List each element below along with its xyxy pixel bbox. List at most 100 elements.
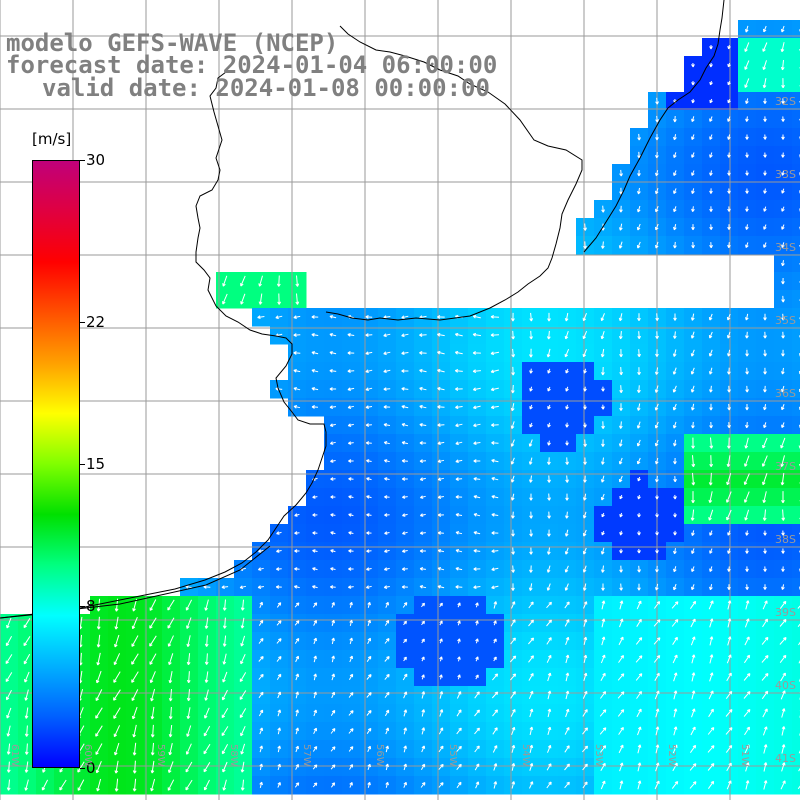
wind-arrow	[419, 404, 427, 409]
wind-arrow	[330, 709, 336, 716]
wind-arrow	[781, 566, 785, 572]
wind-arrow	[114, 760, 119, 774]
wind-arrow	[277, 709, 282, 717]
wind-arrow	[168, 706, 173, 720]
wind-arrow	[655, 494, 659, 500]
wind-arrow	[385, 727, 390, 735]
wind-arrow	[654, 780, 660, 790]
wind-arrow	[547, 475, 551, 483]
wind-arrow	[113, 707, 121, 719]
wind-arrow	[385, 745, 389, 753]
wind-arrow	[384, 691, 390, 698]
wind-arrow	[601, 565, 605, 573]
wind-arrow	[781, 116, 785, 122]
wind-arrow	[565, 708, 570, 718]
wind-arrow	[654, 421, 659, 429]
wind-arrow	[745, 331, 749, 339]
wind-arrow	[655, 188, 659, 195]
wind-arrow	[763, 224, 767, 230]
latitude-label: 32S	[775, 95, 796, 108]
wind-arrow	[708, 690, 714, 700]
longitude-label: 60W	[82, 744, 93, 767]
wind-arrow	[203, 585, 211, 589]
wind-arrow	[132, 742, 137, 756]
wind-arrow	[455, 477, 463, 481]
wind-arrow	[601, 457, 605, 465]
wind-arrow	[348, 710, 354, 716]
wind-arrow	[401, 549, 408, 553]
wind-arrow	[457, 674, 461, 680]
wind-arrow	[655, 241, 659, 249]
wind-arrow	[401, 387, 409, 391]
wind-arrow	[618, 654, 624, 663]
wind-arrow	[475, 781, 480, 789]
wind-arrow	[366, 513, 372, 517]
wind-arrow	[24, 689, 29, 701]
wind-arrow	[565, 475, 569, 483]
wind-arrow	[618, 313, 623, 322]
wind-arrow	[403, 709, 408, 717]
wind-arrow	[455, 441, 463, 446]
wind-arrow	[222, 635, 227, 647]
wind-arrow	[781, 349, 785, 357]
wind-arrow	[367, 763, 371, 770]
speed-cell	[792, 596, 800, 615]
wind-arrow	[619, 349, 623, 358]
wind-arrow	[763, 331, 767, 339]
wind-arrow	[511, 312, 515, 322]
wind-arrow	[132, 724, 137, 738]
wind-arrow	[511, 565, 515, 573]
wind-arrow	[259, 781, 263, 789]
wind-arrow	[600, 547, 605, 555]
wind-arrow	[204, 635, 209, 647]
wind-arrow	[781, 78, 785, 89]
wind-arrow	[744, 509, 750, 521]
wind-arrow	[547, 726, 552, 736]
wind-arrow	[582, 511, 587, 519]
wind-arrow	[690, 313, 695, 321]
wind-arrow	[329, 333, 337, 337]
wind-arrow	[329, 369, 337, 373]
forecast-date: forecast date: 2024-01-04 06:00:00	[6, 51, 498, 79]
wind-arrow	[727, 403, 731, 411]
wind-arrow	[490, 405, 499, 410]
wind-arrow	[96, 652, 101, 666]
wind-arrow	[239, 585, 247, 589]
wind-arrow	[547, 386, 551, 392]
wind-arrow	[636, 600, 642, 610]
wind-arrow	[583, 457, 587, 465]
wind-arrow	[401, 405, 409, 409]
wind-arrow	[437, 495, 444, 499]
wind-arrow	[655, 170, 659, 177]
wind-arrow	[149, 671, 156, 684]
wind-arrow	[240, 725, 246, 737]
wind-arrow	[689, 781, 697, 789]
wind-arrow	[781, 491, 785, 504]
wind-arrow	[709, 188, 713, 194]
wind-arrow	[330, 549, 336, 553]
wind-arrow	[419, 585, 427, 589]
wind-arrow	[655, 152, 659, 159]
wind-arrow	[131, 706, 138, 720]
wind-arrow	[438, 727, 444, 735]
wind-arrow	[529, 330, 533, 340]
wind-arrow	[583, 636, 588, 646]
wind-arrow	[95, 707, 103, 719]
wind-arrow	[240, 599, 245, 611]
wind-arrow	[95, 761, 102, 774]
wind-arrow	[475, 620, 479, 626]
wind-arrow	[421, 709, 426, 717]
wind-arrow	[725, 690, 733, 699]
wind-arrow	[330, 477, 336, 481]
wind-arrow	[529, 511, 533, 519]
wind-arrow	[547, 529, 551, 537]
wind-arrow	[221, 708, 229, 719]
wind-arrow	[619, 403, 623, 411]
wind-arrow	[349, 655, 353, 663]
wind-arrow	[168, 653, 174, 666]
wind-arrow	[276, 620, 282, 626]
wind-arrow	[601, 421, 605, 429]
wind-arrow	[419, 495, 426, 499]
wind-arrow	[222, 653, 227, 665]
wind-arrow	[131, 689, 139, 702]
